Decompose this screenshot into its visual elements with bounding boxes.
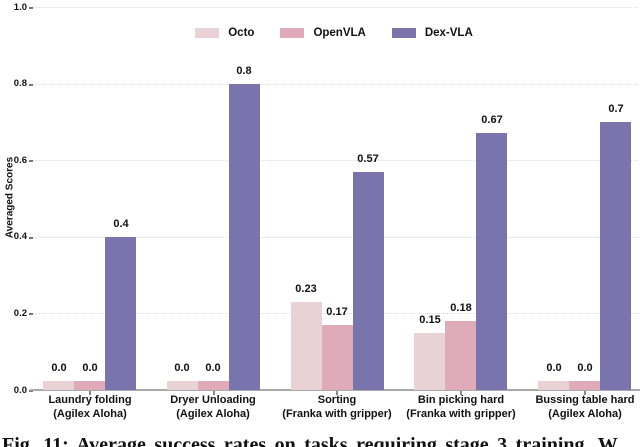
legend-label: Dex-VLA (424, 27, 473, 39)
gridline (33, 313, 638, 314)
bar-openvla-1 (74, 381, 105, 390)
figure-caption: Fig. 11: Average success rates on tasks … (2, 434, 618, 447)
legend-label: Octo (228, 27, 255, 39)
legend-item-dex-vla: Dex-VLA (391, 27, 473, 39)
x-tick-mark (89, 391, 91, 395)
bar-value-label: 0.17 (326, 306, 348, 318)
bar-openvla-4 (445, 321, 476, 390)
legend-label: OpenVLA (313, 27, 366, 39)
bar-octo-4 (414, 333, 445, 390)
x-axis-line (30, 389, 640, 391)
x-tick-mark (336, 391, 338, 395)
bar-value-label: 0.67 (481, 114, 503, 126)
legend-swatch (280, 28, 305, 38)
legend-item-openvla: OpenVLA (280, 27, 366, 39)
gridline (33, 7, 638, 8)
bar-value-label: 0.4 (113, 218, 129, 230)
bar-dex-vla-2 (229, 84, 260, 390)
y-tick-mark (29, 313, 33, 315)
category-label-4: Bin picking hard (Franka with gripper) (386, 394, 536, 421)
bar-value-label: 0.18 (450, 302, 472, 314)
category-task-name: Bin picking hard (417, 394, 505, 406)
bar-dex-vla-3 (353, 172, 384, 390)
gridline (33, 160, 638, 161)
bar-value-label: 0.8 (236, 65, 252, 77)
bar-octo-5 (538, 381, 569, 390)
gridline (33, 84, 638, 85)
bar-openvla-5 (569, 381, 600, 390)
category-label-3: Sorting (Franka with gripper) (262, 394, 412, 421)
bar-value-label: 0.0 (174, 362, 190, 374)
y-tick-mark (29, 7, 33, 9)
category-robot-name: (Agilex Aloha) (53, 407, 127, 420)
y-tick-label: 0.8 (13, 78, 27, 89)
x-tick-mark (213, 391, 215, 395)
bar-value-label: 0.57 (357, 153, 379, 165)
bar-dex-vla-5 (600, 122, 631, 390)
category-label-1: Laundry folding (Agilex Aloha) (15, 394, 165, 421)
bar-octo-1 (43, 381, 74, 390)
category-robot-name: (Agilex Aloha) (176, 407, 250, 420)
legend-swatch (391, 28, 416, 38)
legend: Octo OpenVLA Dex-VLA (30, 27, 638, 39)
bar-octo-3 (291, 302, 322, 390)
y-tick-mark (29, 84, 33, 86)
category-task-name: Sorting (317, 394, 357, 406)
bar-value-label: 0.0 (205, 362, 221, 374)
bar-value-label: 0.0 (82, 362, 98, 374)
bar-dex-vla-4 (476, 133, 507, 390)
y-tick-label: 0.2 (13, 308, 27, 319)
y-tick-label: 0.6 (13, 155, 27, 166)
x-tick-mark (584, 391, 586, 395)
category-robot-name: (Agilex Aloha) (548, 407, 622, 420)
gridline (33, 237, 638, 238)
bar-value-label: 0.0 (577, 362, 593, 374)
category-label-5: Bussing table hard (Agilex Aloha) (510, 394, 640, 421)
bar-openvla-3 (322, 325, 353, 390)
x-tick-mark (460, 391, 462, 395)
category-robot-name: (Franka with gripper) (282, 407, 392, 420)
category-task-name: Bussing table hard (535, 394, 635, 406)
bar-value-label: 0.23 (295, 283, 317, 295)
category-task-name: Laundry folding (48, 394, 132, 406)
bar-value-label: 0.15 (419, 314, 441, 326)
bar-openvla-2 (198, 381, 229, 390)
category-label-2: Dryer Unloading (Agilex Aloha) (138, 394, 288, 421)
y-tick-mark (29, 160, 33, 162)
bar-dex-vla-1 (105, 237, 136, 390)
bar-value-label: 0.7 (608, 103, 624, 115)
bar-value-label: 0.0 (51, 362, 67, 374)
category-task-name: Dryer Unloading (170, 394, 256, 406)
legend-swatch (195, 28, 220, 38)
y-tick-label: 0.4 (13, 231, 27, 242)
legend-item-octo: Octo (195, 27, 254, 39)
category-robot-name: (Franka with gripper) (406, 407, 516, 420)
y-tick-label: 0.0 (13, 385, 27, 396)
y-tick-mark (29, 237, 33, 239)
bar-octo-2 (167, 381, 198, 390)
bar-value-label: 0.0 (546, 362, 562, 374)
y-tick-label: 1.0 (13, 2, 27, 13)
